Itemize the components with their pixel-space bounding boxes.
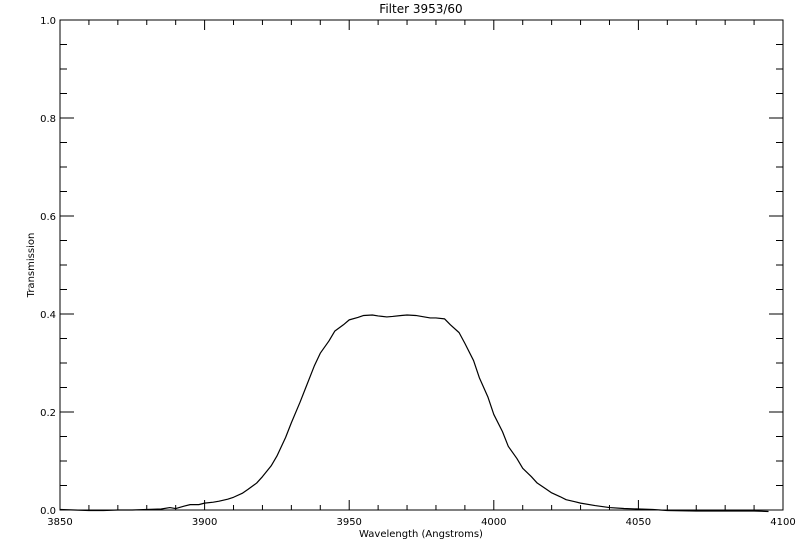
- axis-tick-labels: 3850 3900 3950 4000 4050 4100 0.0 0.2 0.4 0.6 0.8 1…: [40, 16, 796, 528]
- x-tick-label: 4100: [770, 517, 795, 528]
- y-axis-label: Transmission: [26, 233, 37, 299]
- x-tick-label: 3900: [192, 517, 217, 528]
- y-tick-label: 0.2: [40, 408, 56, 419]
- chart-title: Filter 3953/60: [379, 2, 462, 16]
- y-tick-label: 1.0: [40, 16, 56, 27]
- x-axis-label: Wavelength (Angstroms): [359, 529, 483, 540]
- x-tick-label: 3950: [336, 517, 361, 528]
- plot-frame: [59, 19, 784, 511]
- axis-ticks: [59, 19, 784, 511]
- transmission-curve: [59, 314, 769, 513]
- y-tick-label: 0.8: [40, 114, 56, 125]
- y-tick-label: 0.0: [40, 506, 56, 517]
- x-tick-label: 3850: [47, 517, 72, 528]
- x-tick-label: 4000: [481, 517, 506, 528]
- y-tick-label: 0.6: [40, 212, 56, 223]
- x-tick-label: 4050: [626, 517, 651, 528]
- y-tick-label: 0.4: [40, 310, 56, 321]
